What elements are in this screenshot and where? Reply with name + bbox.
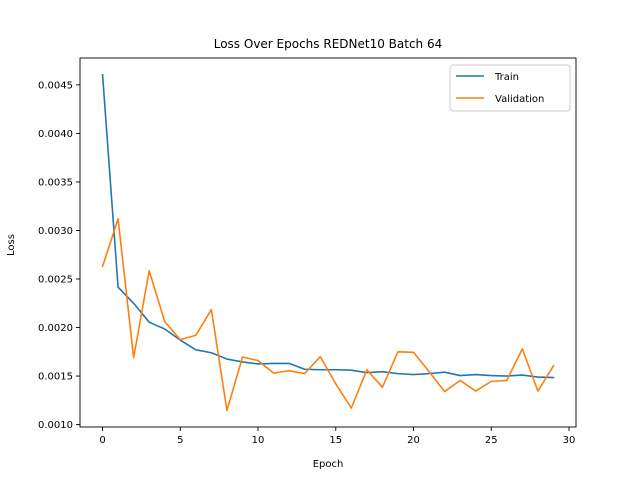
x-tick-label: 25 <box>485 435 498 446</box>
x-tick-label: 30 <box>563 435 576 446</box>
legend-label-train: Train <box>494 72 519 83</box>
y-axis-label: Loss <box>6 234 17 256</box>
y-tick-label: 0.0025 <box>38 274 73 285</box>
legend: Train Validation <box>449 64 571 112</box>
y-tick-label: 0.0010 <box>38 420 73 431</box>
plot-area: 0 5 10 15 20 25 30 0.0010 0.0015 0.0020 0.0025 0.00… <box>38 57 577 446</box>
y-tick-label: 0.0035 <box>38 177 73 188</box>
legend-label-validation: Validation <box>495 94 544 105</box>
y-tick-label: 0.0020 <box>38 323 73 334</box>
x-tick-label: 5 <box>177 435 183 446</box>
x-tick-label: 10 <box>252 435 265 446</box>
y-tick-label: 0.0040 <box>38 129 73 140</box>
y-tick-label: 0.0015 <box>38 372 73 383</box>
x-tick-label: 20 <box>407 435 420 446</box>
series-line-validation <box>101 218 555 412</box>
chart-title: Loss Over Epochs REDNet10 Batch 64 <box>214 37 443 51</box>
x-axis-label: Epoch <box>313 459 344 470</box>
x-tick-label: 15 <box>329 435 342 446</box>
axes-frame <box>79 57 577 428</box>
x-tick-label: 0 <box>99 435 105 446</box>
y-tick-label: 0.0030 <box>38 226 73 237</box>
y-tick-label: 0.0045 <box>38 80 73 91</box>
